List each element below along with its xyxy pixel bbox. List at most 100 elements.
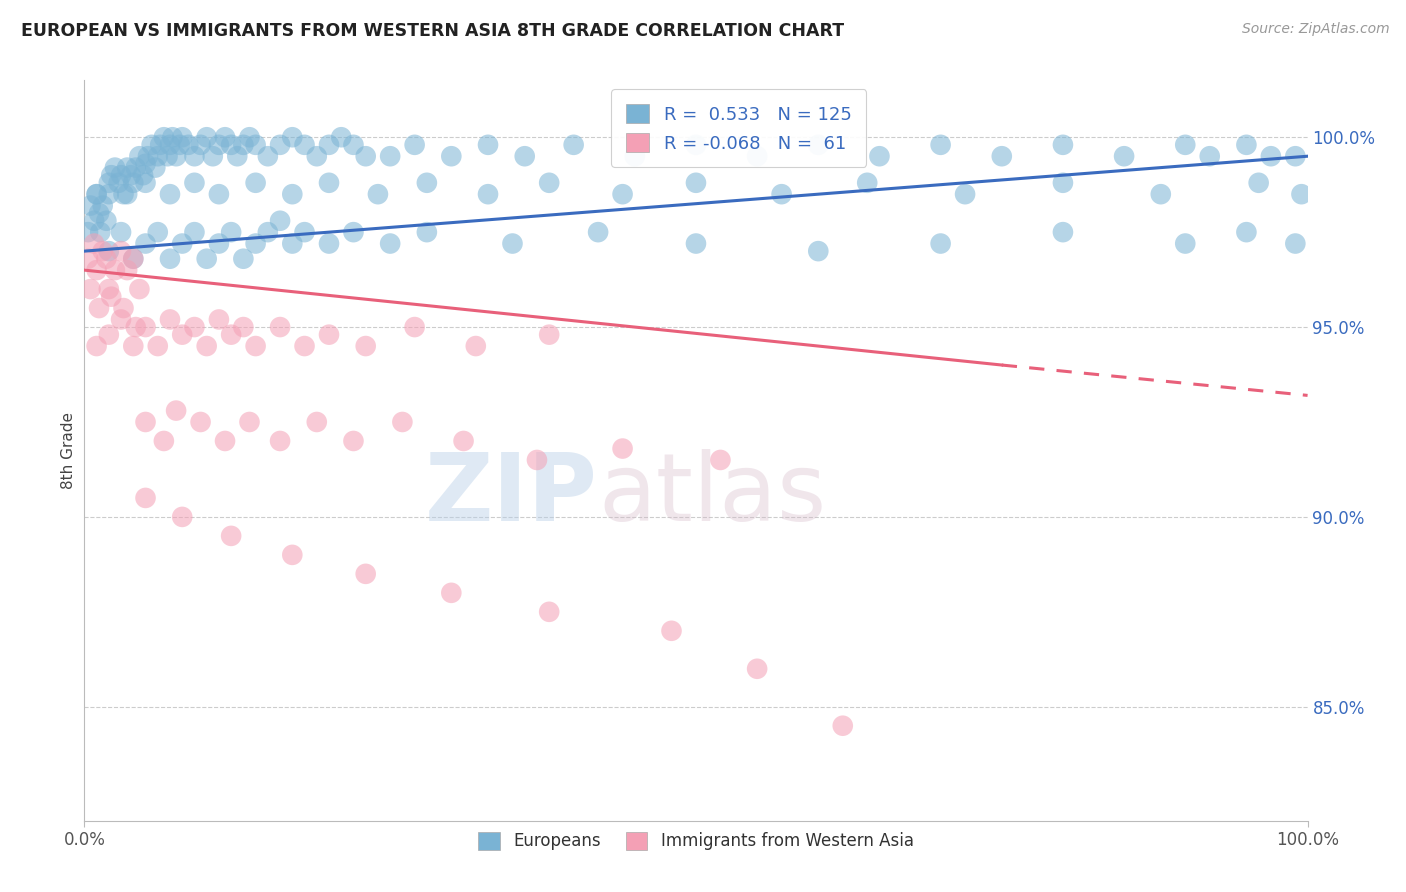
Point — [330, 130, 353, 145]
Point — [110, 244, 132, 259]
Point — [208, 312, 231, 326]
Point — [502, 236, 524, 251]
Point — [380, 149, 402, 163]
Point — [83, 213, 105, 227]
Point — [281, 548, 304, 562]
Point — [624, 149, 647, 163]
Point — [115, 263, 138, 277]
Point — [1114, 149, 1136, 163]
Point — [183, 176, 205, 190]
Point — [128, 149, 150, 163]
Point — [281, 187, 304, 202]
Point — [807, 137, 830, 152]
Point — [86, 187, 108, 202]
Point — [562, 137, 585, 152]
Point — [538, 176, 561, 190]
Point — [464, 339, 486, 353]
Point — [97, 176, 120, 190]
Point — [91, 244, 114, 259]
Point — [342, 137, 364, 152]
Point — [269, 213, 291, 227]
Point — [77, 252, 100, 266]
Point — [135, 320, 157, 334]
Point — [201, 149, 224, 163]
Point — [162, 130, 184, 145]
Point — [159, 137, 181, 152]
Point — [97, 187, 120, 202]
Point — [146, 225, 169, 239]
Point — [208, 236, 231, 251]
Point — [856, 176, 879, 190]
Point — [281, 130, 304, 145]
Point — [1198, 149, 1220, 163]
Point — [149, 137, 172, 152]
Point — [110, 225, 132, 239]
Point — [110, 168, 132, 182]
Point — [135, 176, 157, 190]
Point — [177, 137, 200, 152]
Point — [165, 149, 187, 163]
Point — [87, 301, 110, 315]
Point — [100, 290, 122, 304]
Point — [183, 149, 205, 163]
Point — [219, 225, 242, 239]
Point — [83, 236, 105, 251]
Point — [107, 176, 129, 190]
Point — [354, 339, 377, 353]
Point — [159, 187, 181, 202]
Point — [245, 236, 267, 251]
Point — [112, 301, 135, 315]
Point — [685, 236, 707, 251]
Point — [318, 327, 340, 342]
Point — [156, 149, 179, 163]
Point — [269, 320, 291, 334]
Point — [208, 187, 231, 202]
Point — [391, 415, 413, 429]
Text: ZIP: ZIP — [425, 449, 598, 541]
Point — [1052, 137, 1074, 152]
Point — [172, 130, 194, 145]
Point — [661, 624, 683, 638]
Point — [612, 442, 634, 456]
Point — [257, 149, 280, 163]
Point — [245, 137, 267, 152]
Point — [104, 161, 127, 175]
Point — [685, 137, 707, 152]
Point — [477, 137, 499, 152]
Point — [953, 187, 976, 202]
Point — [342, 225, 364, 239]
Point — [1174, 137, 1197, 152]
Point — [77, 225, 100, 239]
Point — [453, 434, 475, 448]
Point — [146, 339, 169, 353]
Point — [612, 187, 634, 202]
Point — [128, 282, 150, 296]
Point — [807, 244, 830, 259]
Point — [318, 176, 340, 190]
Point — [146, 149, 169, 163]
Point — [97, 327, 120, 342]
Point — [238, 130, 260, 145]
Point — [281, 236, 304, 251]
Point — [416, 176, 439, 190]
Point — [747, 662, 769, 676]
Point — [416, 225, 439, 239]
Point — [929, 137, 952, 152]
Point — [195, 130, 218, 145]
Point — [115, 187, 138, 202]
Point — [110, 312, 132, 326]
Point — [219, 137, 242, 152]
Point — [219, 529, 242, 543]
Point — [214, 434, 236, 448]
Point — [245, 176, 267, 190]
Point — [172, 236, 194, 251]
Point — [120, 168, 142, 182]
Point — [97, 244, 120, 259]
Point — [1052, 176, 1074, 190]
Point — [440, 149, 463, 163]
Point — [1174, 236, 1197, 251]
Point — [96, 213, 118, 227]
Point — [195, 339, 218, 353]
Point — [404, 137, 426, 152]
Point — [367, 187, 389, 202]
